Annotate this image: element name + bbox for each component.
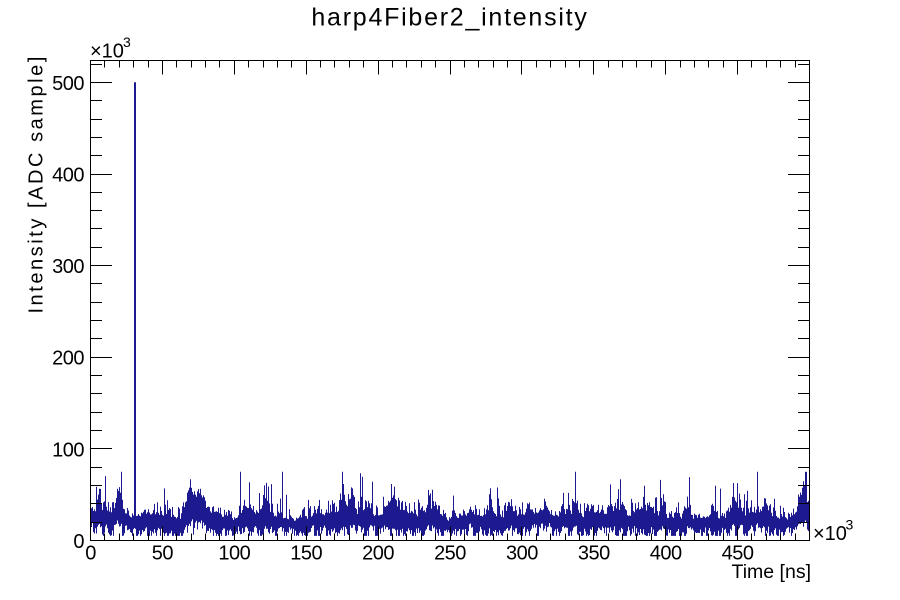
svg-text:150: 150 (290, 543, 322, 565)
svg-text:Time [ns]: Time [ns] (732, 561, 811, 583)
svg-text:harp4Fiber2_intensity: harp4Fiber2_intensity (311, 3, 588, 31)
svg-text:3: 3 (123, 34, 131, 50)
svg-text:450: 450 (722, 543, 754, 565)
svg-text:Intensity [ADC sample]: Intensity [ADC sample] (26, 54, 48, 314)
svg-text:3: 3 (846, 517, 854, 533)
svg-text:400: 400 (52, 164, 84, 186)
svg-text:350: 350 (578, 543, 610, 565)
svg-text:200: 200 (52, 348, 84, 370)
svg-text:500: 500 (52, 73, 84, 95)
svg-text:400: 400 (650, 543, 682, 565)
svg-text:0: 0 (85, 543, 96, 565)
svg-text:250: 250 (434, 543, 466, 565)
svg-text:×10: ×10 (813, 523, 847, 545)
svg-text:100: 100 (52, 439, 84, 461)
svg-text:100: 100 (218, 543, 250, 565)
svg-text:0: 0 (73, 531, 84, 553)
svg-text:200: 200 (362, 543, 394, 565)
svg-text:300: 300 (52, 256, 84, 278)
svg-text:50: 50 (152, 543, 174, 565)
svg-text:300: 300 (506, 543, 538, 565)
svg-text:×10: ×10 (90, 41, 124, 63)
